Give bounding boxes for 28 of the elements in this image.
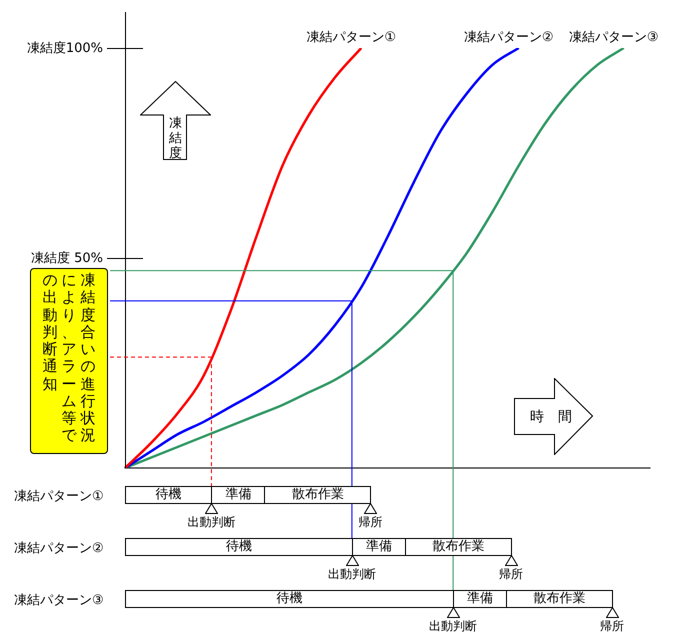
text: 凍結パターン① bbox=[14, 488, 104, 505]
text: 凍結度合いの進行状況 bbox=[80, 271, 96, 444]
text: 待機 bbox=[125, 486, 212, 504]
text: 準備 bbox=[453, 590, 508, 608]
series-label: 凍結パターン① bbox=[306, 30, 396, 45]
annotation: 時 間 bbox=[530, 408, 572, 426]
text: 凍結パターン③ bbox=[14, 592, 104, 609]
text: 待機 bbox=[125, 590, 454, 608]
text: 散布作業 bbox=[264, 486, 372, 504]
text: 凍結パターン② bbox=[14, 540, 104, 557]
text: 帰所 bbox=[498, 566, 523, 583]
text: 帰所 bbox=[600, 618, 624, 635]
text: 凍結度100% bbox=[26, 40, 103, 56]
series-label: 凍結パターン② bbox=[464, 30, 554, 45]
text: 出動判断 bbox=[328, 566, 376, 583]
series-label: 凍結パターン③ bbox=[568, 30, 659, 45]
text: 出動判断 bbox=[429, 618, 478, 635]
text: 準備 bbox=[352, 538, 406, 556]
text: 散布作業 bbox=[506, 590, 614, 608]
text: の出動判断通知 bbox=[42, 271, 58, 393]
text: 準備 bbox=[211, 486, 266, 504]
text: 出動判断 bbox=[187, 514, 236, 531]
text: 待機 bbox=[125, 538, 353, 556]
text: 帰所 bbox=[358, 514, 382, 531]
text: 凍結度 50% bbox=[30, 250, 103, 266]
text: 散布作業 bbox=[404, 538, 512, 556]
annotation: 凍結度 bbox=[169, 116, 182, 162]
text: により、アラーム等で bbox=[62, 271, 76, 444]
